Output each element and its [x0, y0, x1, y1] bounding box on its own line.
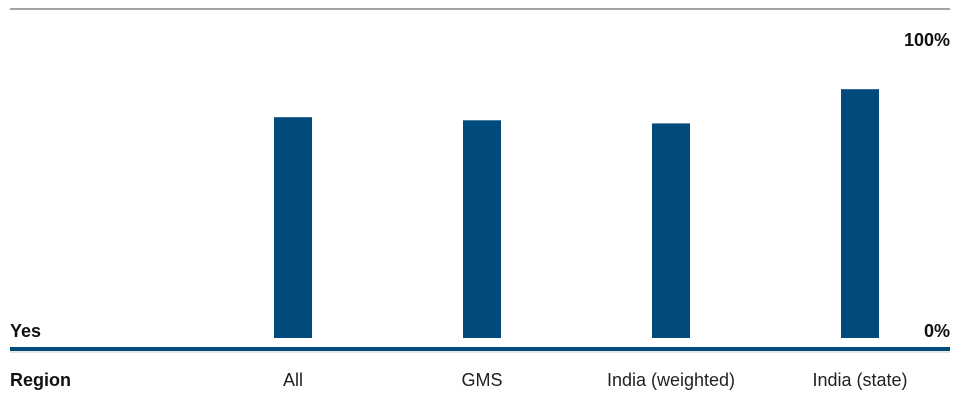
- category-label: GMS: [461, 370, 502, 390]
- category-axis-label: Region: [10, 370, 71, 390]
- category-label: India (weighted): [607, 370, 735, 390]
- bar-india-state: [841, 89, 879, 338]
- category-label: All: [283, 370, 303, 390]
- row-label: Yes: [10, 321, 41, 341]
- y-axis-min-label: 0%: [924, 321, 950, 341]
- category-labels-group: All GMS India (weighted) India (state): [283, 370, 908, 390]
- category-label: India (state): [812, 370, 907, 390]
- bars-group: [274, 89, 879, 338]
- bar-india-weighted: [652, 123, 690, 338]
- bar-gms: [463, 120, 501, 338]
- y-axis-max-label: 100%: [904, 30, 950, 50]
- bar-all: [274, 117, 312, 338]
